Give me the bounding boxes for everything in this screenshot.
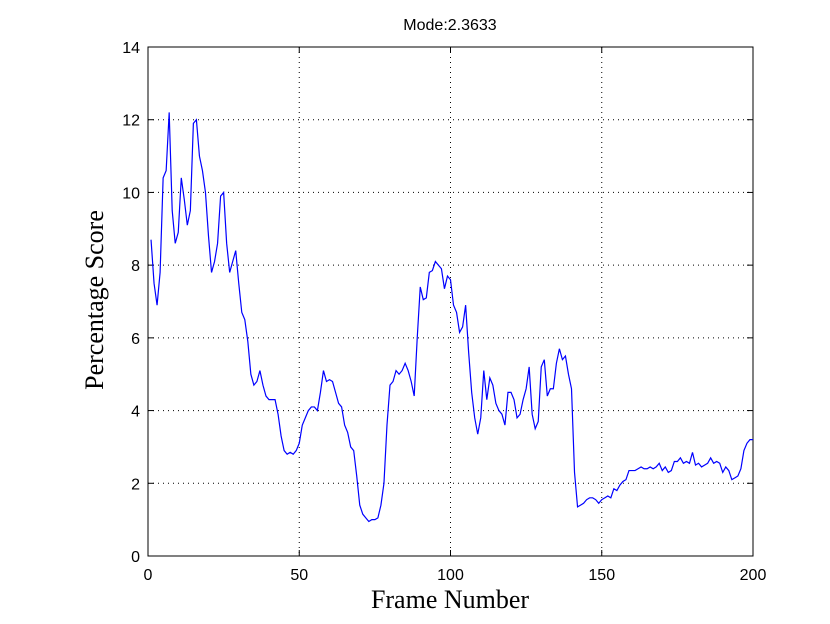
- x-tick-label: 0: [144, 567, 153, 584]
- y-tick-label: 8: [131, 258, 140, 275]
- plot-frame: [147, 46, 754, 557]
- x-tick-label: 200: [740, 567, 767, 584]
- x-tick-label: 100: [437, 567, 464, 584]
- x-axis-label: Frame Number: [371, 585, 529, 614]
- data-line: [150, 112, 753, 523]
- y-tick-label: 0: [131, 549, 140, 566]
- y-tick-label: 12: [122, 113, 140, 130]
- y-tick-label: 2: [131, 476, 140, 493]
- x-tick-label: 150: [588, 567, 615, 584]
- y-tick-label: 4: [131, 404, 140, 421]
- y-axis-label: Percentage Score: [80, 210, 109, 390]
- chart-title: Mode:2.3633: [403, 17, 497, 34]
- y-tick-label: 10: [122, 185, 140, 202]
- x-tick-label: 50: [290, 567, 308, 584]
- y-tick-label: 14: [122, 40, 140, 57]
- y-tick-label: 6: [131, 331, 140, 348]
